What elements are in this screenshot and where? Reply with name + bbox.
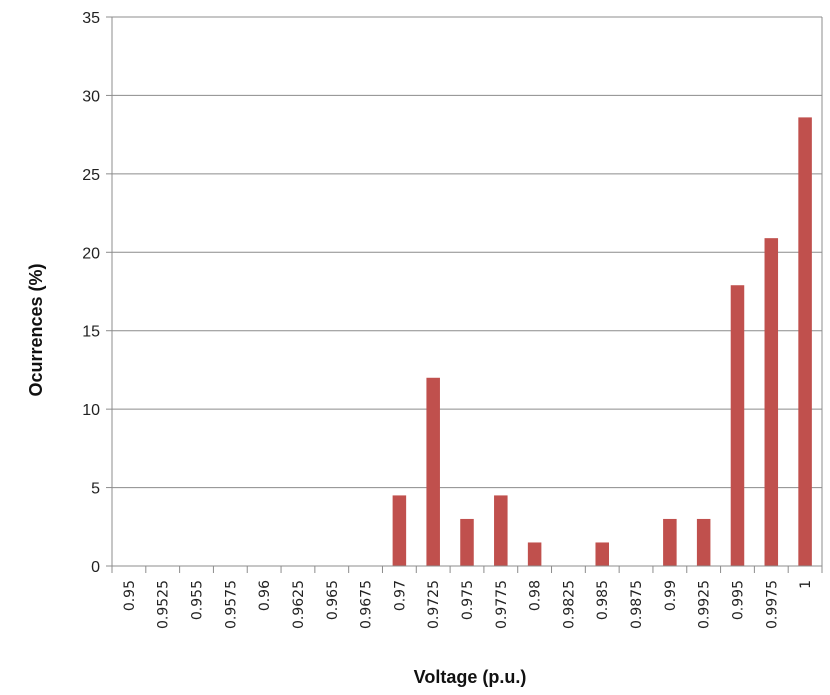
y-tick-label: 10	[82, 402, 100, 419]
x-tick-label: 0.99	[663, 580, 679, 611]
x-tick-label: 0.95	[122, 580, 138, 611]
axes	[106, 16, 823, 573]
y-tick-label: 30	[82, 88, 100, 105]
y-tick-label: 25	[82, 167, 100, 184]
x-tick-label: 0.97	[392, 580, 408, 611]
y-tick-label: 0	[91, 559, 100, 576]
bar	[696, 518, 711, 566]
x-tick-label: 0.965	[325, 580, 341, 620]
bar	[595, 542, 609, 566]
y-axis-title: Ocurrences (%)	[26, 263, 46, 396]
x-tick-label: 0.9825	[561, 580, 577, 629]
bar	[527, 542, 542, 566]
bar	[764, 238, 779, 566]
bar	[494, 495, 508, 566]
x-tick-label: 0.985	[595, 580, 611, 620]
y-tick-label: 20	[82, 245, 100, 262]
x-tick-label: 0.9975	[764, 580, 780, 629]
x-tick-label: 0.98	[528, 580, 544, 611]
gridlines	[112, 16, 822, 489]
x-tick-label: 0.9925	[697, 580, 713, 629]
y-tick-labels: 0 5 10 15 20 25 30 35	[82, 10, 100, 576]
x-tick-label: 0.96	[257, 580, 273, 611]
x-tick-label: 0.9875	[629, 580, 645, 629]
x-tick-label: 0.975	[460, 580, 476, 620]
bar	[798, 117, 812, 566]
y-tick-label: 5	[91, 481, 100, 498]
bar	[663, 518, 677, 566]
bar	[460, 518, 474, 566]
bars	[392, 117, 812, 566]
x-axis-title: Voltage (p.u.)	[414, 667, 527, 687]
x-tick-label: 1	[798, 580, 814, 589]
bar	[426, 377, 440, 566]
y-tick-label: 35	[82, 10, 100, 27]
x-tick-label: 0.995	[730, 580, 746, 620]
x-tick-label: 0.9525	[156, 580, 172, 629]
x-tick-label: 0.955	[190, 580, 206, 620]
x-tick-label: 0.9725	[426, 580, 442, 629]
bar	[392, 495, 407, 566]
x-tick-label: 0.9625	[291, 580, 307, 629]
x-tick-label: 0.9575	[223, 580, 239, 629]
x-tick-label: 0.9775	[494, 580, 510, 629]
y-tick-label: 15	[82, 324, 100, 341]
x-tick-labels: 0.95 0.9525 0.955 0.9575 0.96 0.9625 0.965 0.96…	[122, 580, 814, 629]
bar	[730, 285, 745, 566]
x-tick-label: 0.9675	[359, 580, 375, 629]
